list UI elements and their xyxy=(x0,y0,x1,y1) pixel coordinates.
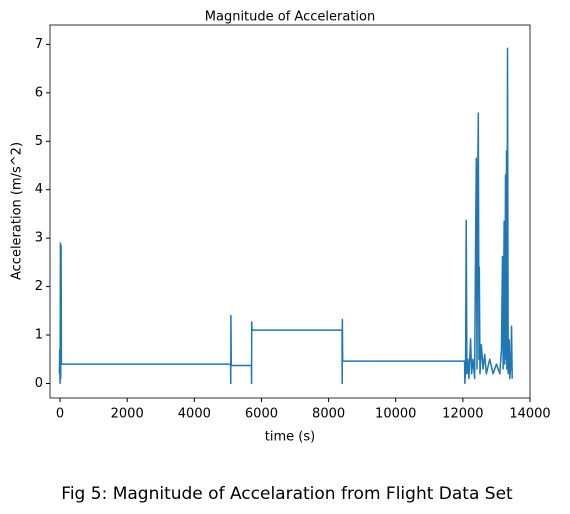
y-tick-label: 5 xyxy=(35,134,43,149)
x-tick-label: 6000 xyxy=(245,407,278,422)
x-tick-label: 14000 xyxy=(509,407,550,422)
y-axis-label: Acceleration (m/s^2) xyxy=(10,142,25,280)
x-axis-label: time (s) xyxy=(265,430,315,445)
x-tick-label: 10000 xyxy=(375,407,416,422)
y-tick-label: 6 xyxy=(35,85,43,100)
x-tick-label: 4000 xyxy=(178,407,211,422)
y-tick-label: 3 xyxy=(35,231,43,246)
x-tick-label: 0 xyxy=(56,407,64,422)
x-tick-label: 8000 xyxy=(312,407,345,422)
chart-title: Magnitude of Acceleration xyxy=(205,10,375,25)
y-tick-label: 0 xyxy=(35,376,43,391)
plot-frame xyxy=(49,24,531,399)
data-line xyxy=(58,47,513,385)
y-tick-label: 1 xyxy=(35,328,43,343)
x-tick-label: 2000 xyxy=(111,407,144,422)
y-tick-label: 7 xyxy=(35,37,43,52)
y-tick-label: 4 xyxy=(35,182,43,197)
caption: Fig 5: Magnitude of Accelaration from Fl… xyxy=(61,484,513,504)
y-tick-label: 2 xyxy=(35,279,43,294)
x-tick-label: 12000 xyxy=(442,407,483,422)
